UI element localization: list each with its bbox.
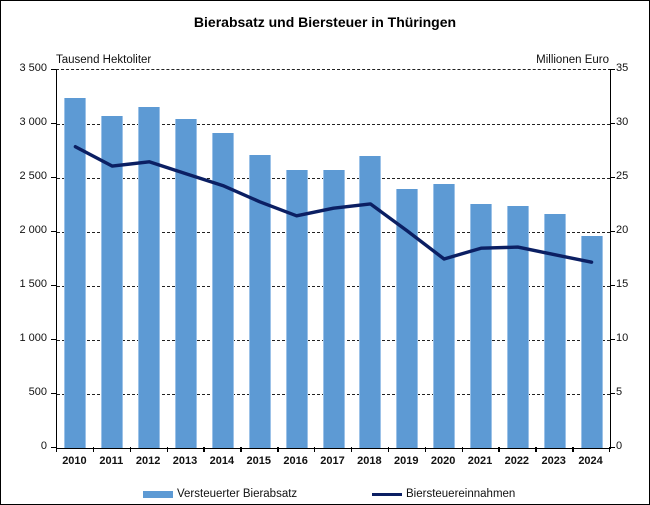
left-tick-label-0: 0 — [40, 440, 47, 452]
x-tick-label-2019: 2019 — [393, 455, 419, 467]
bar-2013 — [175, 118, 198, 448]
x-tick-mark-15 — [609, 447, 611, 452]
bar-2024 — [580, 235, 603, 448]
legend-item-bierabsatz: Versteuerter Bierabsatz — [143, 488, 297, 500]
left-tick-label-2000: 2 000 — [19, 224, 47, 236]
x-tick-mark-9 — [387, 447, 390, 452]
right-tick-label-25: 25 — [616, 170, 629, 182]
x-tick-mark-14 — [572, 447, 574, 452]
line-series — [73, 144, 594, 264]
x-tick-mark-7 — [314, 447, 316, 452]
biersteuer-line — [73, 144, 594, 264]
left-tick-label-3000: 3 000 — [19, 116, 47, 128]
right-tick-mark-30 — [610, 123, 615, 125]
bar-legend-swatch — [143, 490, 173, 498]
right-tick-mark-15 — [610, 285, 615, 287]
chart-title: Bierabsatz und Biersteuer in Thüringen — [193, 14, 457, 30]
left-tick-mark-0 — [51, 447, 56, 449]
x-tick-label-2011: 2011 — [99, 455, 124, 467]
x-tick-mark-0 — [56, 447, 58, 452]
right-tick-mark-25 — [610, 177, 615, 179]
x-tick-mark-6 — [277, 447, 279, 452]
left-tick-mark-2000 — [51, 231, 56, 233]
legend-item-biersteuer: Biersteuereinnahmen — [372, 488, 515, 500]
x-tick-mark-12 — [498, 447, 500, 452]
left-tick-mark-3500 — [51, 69, 56, 71]
right-tick-label-30: 30 — [616, 116, 629, 128]
bar-2011 — [101, 116, 124, 448]
x-tick-label-2018: 2018 — [357, 455, 382, 467]
left-tick-mark-3000 — [51, 123, 56, 125]
x-tick-mark-2 — [129, 447, 132, 452]
right-tick-mark-5 — [610, 393, 615, 395]
x-tick-label-2015: 2015 — [246, 455, 271, 467]
bar-2010 — [64, 98, 87, 448]
legend-label-bierabsatz: Versteuerter Bierabsatz — [177, 488, 298, 500]
x-tick-label-2024: 2024 — [578, 455, 603, 467]
bar-2022 — [506, 206, 529, 448]
bar-2021 — [469, 204, 492, 448]
line-legend-swatch — [372, 492, 402, 496]
right-tick-label-35: 35 — [616, 62, 629, 74]
right-tick-label-10: 10 — [616, 332, 629, 344]
x-tick-mark-1 — [92, 447, 95, 452]
left-tick-label-500: 500 — [28, 386, 47, 398]
right-tick-label-20: 20 — [616, 224, 629, 236]
x-tick-label-2021: 2021 — [467, 455, 493, 467]
x-tick-label-2010: 2010 — [62, 455, 87, 467]
left-axis-unit-label: Tausend Hektoliter — [56, 54, 152, 66]
x-tick-label-2017: 2017 — [320, 455, 345, 467]
plot-area — [56, 69, 611, 449]
left-tick-mark-500 — [51, 393, 56, 395]
x-tick-mark-8 — [350, 447, 353, 452]
x-tick-mark-13 — [535, 447, 537, 452]
bar-2016 — [285, 170, 308, 448]
right-tick-mark-0 — [610, 447, 615, 449]
left-tick-label-3500: 3 500 — [19, 62, 47, 74]
legend-label-biersteuer: Biersteuereinnahmen — [406, 488, 516, 500]
right-tick-label-15: 15 — [616, 278, 629, 290]
x-tick-label-2016: 2016 — [283, 455, 308, 467]
bar-2014 — [211, 133, 234, 448]
x-tick-label-2013: 2013 — [172, 455, 198, 467]
x-tick-mark-5 — [240, 447, 242, 452]
right-tick-mark-10 — [610, 339, 615, 341]
x-tick-label-2014: 2014 — [209, 455, 235, 467]
x-tick-mark-3 — [166, 447, 168, 452]
x-tick-mark-4 — [203, 447, 205, 452]
bar-2018 — [359, 155, 382, 448]
right-tick-mark-35 — [610, 69, 615, 71]
x-tick-mark-10 — [424, 447, 427, 452]
right-axis-unit-label: Millionen Euro — [536, 54, 609, 66]
x-tick-label-2012: 2012 — [135, 455, 161, 467]
bar-2020 — [433, 183, 456, 448]
right-tick-label-0: 0 — [616, 440, 623, 452]
bar-2015 — [248, 154, 271, 448]
x-tick-label-2023: 2023 — [541, 455, 566, 467]
left-tick-mark-2500 — [51, 177, 56, 179]
x-tick-label-2020: 2020 — [430, 455, 456, 467]
right-tick-mark-20 — [610, 231, 615, 233]
bar-2017 — [322, 169, 345, 448]
right-tick-label-5: 5 — [616, 386, 623, 398]
bar-2012 — [138, 106, 161, 448]
left-tick-label-2500: 2 500 — [19, 170, 47, 182]
gridline-3000 — [57, 124, 610, 125]
left-tick-mark-1000 — [51, 339, 56, 341]
x-tick-mark-11 — [461, 447, 463, 452]
left-tick-mark-1500 — [51, 285, 56, 287]
x-tick-label-2022: 2022 — [504, 455, 530, 467]
bar-2019 — [396, 188, 419, 448]
left-tick-label-1500: 1 500 — [19, 278, 47, 290]
bar-2023 — [543, 214, 566, 448]
left-tick-label-1000: 1 000 — [19, 332, 47, 344]
